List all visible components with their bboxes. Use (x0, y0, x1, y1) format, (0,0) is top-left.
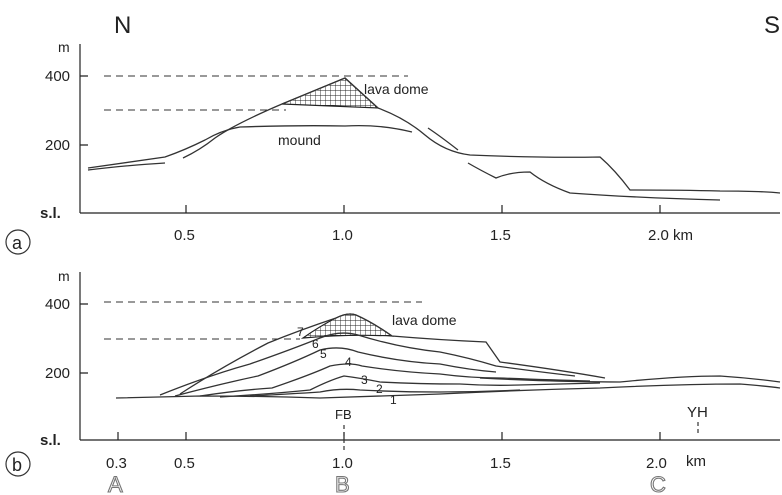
panel-a-mound-profile (87, 124, 721, 201)
panel-b-ytick-sl: s.l. (40, 432, 61, 449)
panel-b-layer-number-1: 1 (390, 393, 397, 407)
panel-b-xtick-2.0: 2.0 (646, 455, 667, 472)
panel-b-layer-5 (174, 347, 497, 397)
panel-b-ytick-400: 400 (45, 296, 70, 313)
panel-b-layer-number-4: 4 (345, 355, 352, 369)
panel-b-layer-1 (115, 383, 781, 399)
compass-north: N (114, 12, 131, 39)
panel-b-layer-2 (249, 388, 521, 397)
panel-b-section-point-a: A (108, 472, 123, 495)
panel-b-xtick-0.3: 0.3 (106, 455, 127, 472)
panel-b-lava-dome-label: lava dome (392, 312, 457, 328)
panel-b-xtick-0.5: 0.5 (174, 455, 195, 472)
panel-b-badge (5, 451, 31, 477)
panel-b: b m 400 200 s.l. 0.3 0.5 1.0 1.5 2.0 km … (5, 268, 781, 495)
panel-b-unit: m (58, 268, 70, 284)
panel-b-layer-number-3: 3 (361, 373, 368, 387)
panel-a-surface-profile (87, 77, 781, 194)
panel-a-xtick-0.5: 0.5 (174, 227, 195, 244)
compass-south: S (764, 12, 780, 39)
panel-b-lava-dome (300, 313, 395, 339)
panel-a-ytick-200: 200 (45, 137, 70, 154)
panel-b-xtick-1.5: 1.5 (490, 455, 511, 472)
panel-b-layer-number-2: 2 (376, 382, 383, 396)
panel-b-layer-4 (199, 363, 591, 397)
panel-a-x-axis (80, 205, 780, 214)
panel-b-xtick-unit: km (686, 453, 706, 470)
panel-a-xtick-1.0: 1.0 (332, 227, 353, 244)
panel-b-layer-number-6: 6 (312, 337, 319, 351)
panel-b-x-axis (80, 432, 780, 441)
panel-a-ytick-400: 400 (45, 68, 70, 85)
panel-b-ytick-200: 200 (45, 365, 70, 382)
panel-a-label: a (12, 233, 23, 253)
panel-b-layer-number-5: 5 (320, 347, 327, 361)
panel-a-lava-dome-label: lava dome (364, 81, 429, 97)
panel-b-site-fb: FB (335, 407, 352, 422)
panel-b-right-flow (479, 375, 781, 383)
panel-b-label: b (12, 455, 22, 475)
panel-b-layer-number-7: 7 (297, 325, 304, 339)
panel-a-unit: m (58, 39, 70, 55)
panel-a-xtick-2.0km: 2.0 km (648, 227, 693, 244)
panel-b-layer-6 (159, 332, 576, 396)
panel-b-xtick-1.0: 1.0 (332, 455, 353, 472)
panel-b-site-yh: YH (687, 404, 708, 421)
panel-a: a m 400 200 s.l. 0.5 1.0 1.5 2.0 km lava… (5, 39, 781, 255)
panel-a-mound-label: mound (278, 132, 321, 148)
panel-b-layer-3 (219, 375, 601, 398)
panel-a-xtick-1.5: 1.5 (490, 227, 511, 244)
panel-a-ytick-sl: s.l. (40, 205, 61, 222)
panel-b-section-point-c: C (650, 472, 666, 495)
panel-b-layer-top (179, 313, 606, 395)
panel-b-y-axis (79, 272, 88, 440)
panel-b-section-point-b: B (335, 472, 350, 495)
panel-a-badge (5, 229, 31, 255)
panel-a-y-axis (79, 44, 88, 213)
